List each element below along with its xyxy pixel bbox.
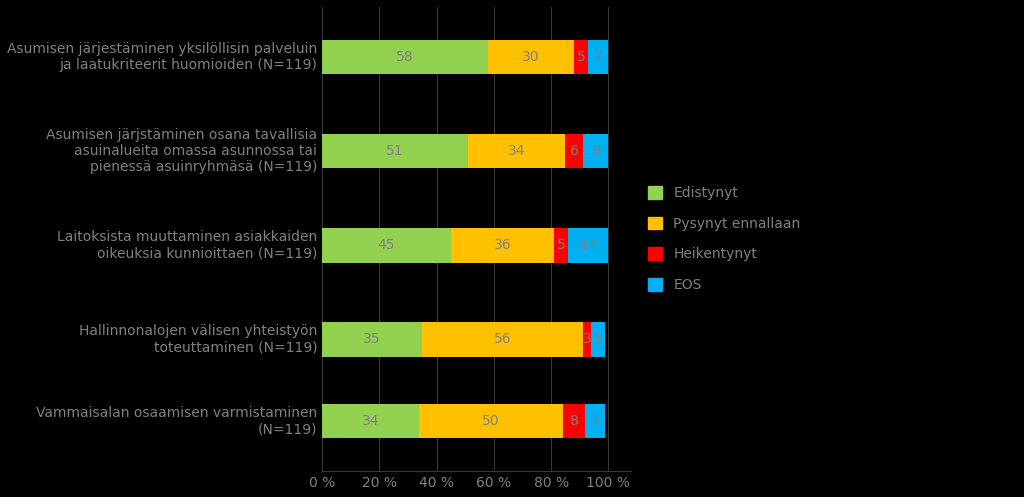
Bar xyxy=(488,40,574,75)
Text: 45: 45 xyxy=(378,239,395,252)
Text: 5: 5 xyxy=(557,239,565,252)
Text: 9: 9 xyxy=(591,144,600,158)
Text: 51: 51 xyxy=(386,144,403,158)
Bar xyxy=(562,404,586,438)
Bar xyxy=(583,134,608,168)
Bar xyxy=(591,322,605,357)
Text: 58: 58 xyxy=(396,50,414,64)
Text: 14: 14 xyxy=(580,239,597,252)
Text: 36: 36 xyxy=(494,239,511,252)
Bar xyxy=(583,322,591,357)
Text: 8: 8 xyxy=(569,414,579,428)
Bar xyxy=(589,40,608,75)
Text: 5: 5 xyxy=(577,50,586,64)
Text: 56: 56 xyxy=(494,332,511,346)
Bar xyxy=(565,134,583,168)
Bar xyxy=(586,404,605,438)
Bar xyxy=(323,134,468,168)
Text: 5: 5 xyxy=(594,332,603,346)
Bar xyxy=(574,40,589,75)
Bar xyxy=(568,228,608,262)
Text: 34: 34 xyxy=(508,144,525,158)
Text: 7: 7 xyxy=(591,414,600,428)
Bar xyxy=(323,404,420,438)
Text: 6: 6 xyxy=(569,144,579,158)
Text: 34: 34 xyxy=(361,414,380,428)
Text: 7: 7 xyxy=(594,50,603,64)
Legend: Edistynyt, Pysynyt ennallaan, Heikentynyt, EOS: Edistynyt, Pysynyt ennallaan, Heikentyny… xyxy=(641,179,807,299)
Bar xyxy=(468,134,565,168)
Bar xyxy=(323,40,488,75)
Text: 3: 3 xyxy=(583,332,591,346)
Text: 50: 50 xyxy=(482,414,500,428)
Bar xyxy=(554,228,568,262)
Bar xyxy=(451,228,554,262)
Bar xyxy=(323,228,451,262)
Text: 30: 30 xyxy=(522,50,540,64)
Text: 35: 35 xyxy=(364,332,381,346)
Bar xyxy=(323,322,422,357)
Bar xyxy=(422,322,583,357)
Bar xyxy=(420,404,562,438)
